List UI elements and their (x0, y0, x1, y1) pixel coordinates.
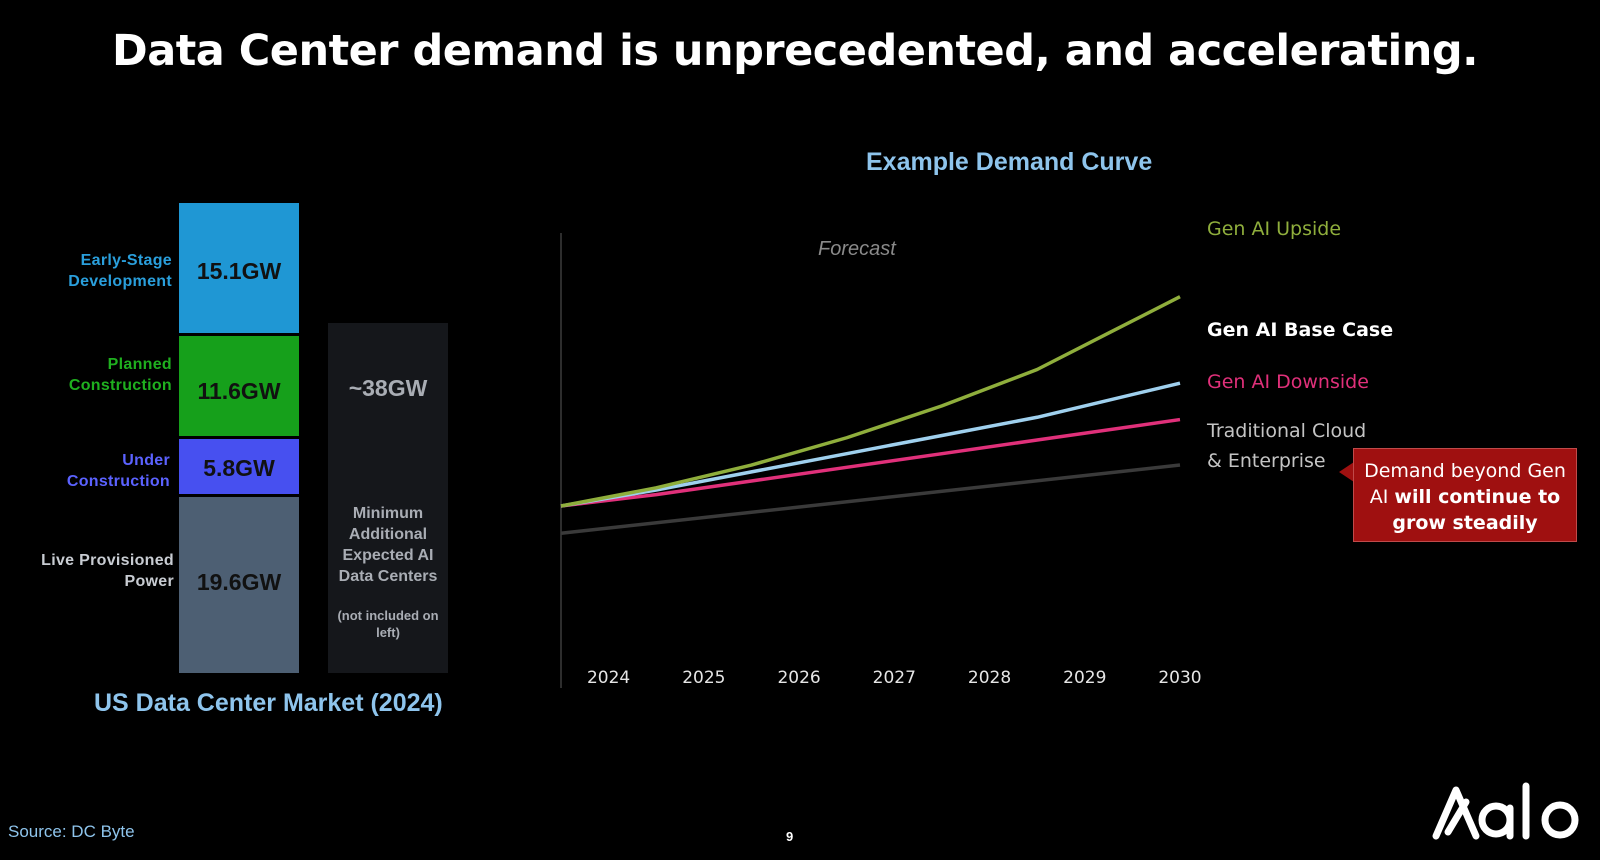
legend-gen-ai-upside: Gen AI Upside (1207, 218, 1341, 240)
additional-ai-box: ~38GW Minimum Additional Expected AI Dat… (328, 323, 448, 673)
segment-value-live: 19.6GW (196, 569, 282, 595)
additional-ai-description: Minimum Additional Expected AI Data Cent… (338, 505, 438, 585)
additional-ai-note: (not included on left) (337, 608, 439, 640)
segment-value-planned: 11.6GW (197, 378, 281, 404)
segment-label-early-stage: Early-Stage Development (68, 252, 172, 290)
bar-segment-early-stage: 15.1GW (179, 203, 299, 333)
slide-title: Data Center demand is unprecedented, and… (112, 26, 1479, 76)
segment-label-live: Live Provisioned Power (41, 552, 174, 590)
x-tick-label-2027: 2027 (873, 668, 916, 688)
x-tick-label-2030: 2030 (1158, 668, 1201, 688)
callout-text: Demand beyond Gen AI (1364, 460, 1566, 508)
segment-value-under-construction: 5.8GW (203, 455, 275, 481)
legend-label-base: Gen AI Base Case (1207, 319, 1394, 341)
x-tick-label-2028: 2028 (968, 668, 1011, 688)
legend-label-downside: Gen AI Downside (1207, 371, 1369, 393)
x-tick-label-2026: 2026 (777, 668, 820, 688)
series-line-gen-ai-base-case (560, 381, 1181, 508)
legend-label-traditional-1: Traditional Cloud (1207, 420, 1367, 442)
series-line-gen-ai-downside (560, 417, 1181, 508)
segment-label-under-construction: Under Construction (66, 452, 170, 490)
page-number: 9 (786, 829, 794, 844)
callout-emphasis: will continue to grow steadily (1392, 486, 1561, 534)
bar-segment-planned: 11.6GW (179, 336, 299, 436)
callout-box: Demand beyond Gen AI will continue to gr… (1353, 448, 1577, 542)
segment-label-planned: Planned Construction (68, 356, 172, 394)
legend-gen-ai-downside: Gen AI Downside (1207, 371, 1369, 393)
aalo-logo-icon (1432, 782, 1579, 840)
legend-gen-ai-base-case: Gen AI Base Case (1207, 319, 1393, 341)
series-line-traditional-cloud (560, 463, 1181, 536)
x-tick-label-2024: 2024 (587, 668, 630, 688)
x-tick-label-2029: 2029 (1063, 668, 1106, 688)
legend-label-upside: Gen AI Upside (1207, 218, 1342, 240)
market-title: US Data Center Market (2024) (94, 689, 443, 717)
series-line-gen-ai-upside (560, 295, 1181, 508)
legend-label-traditional-2: & Enterprise (1207, 450, 1326, 472)
legend-traditional: Traditional Cloud & Enterprise (1207, 416, 1366, 476)
chart-title: Example Demand Curve (866, 148, 1153, 176)
callout-pointer (1339, 462, 1354, 482)
segment-value-early-stage: 15.1GW (196, 258, 282, 284)
bar-segment-live: 19.6GW (179, 497, 299, 673)
source-note: Source: DC Byte (8, 822, 135, 841)
x-tick-label-2025: 2025 (682, 668, 725, 688)
additional-ai-value: ~38GW (348, 375, 428, 401)
company-logo (1430, 780, 1590, 844)
bar-segment-under-construction: 5.8GW (179, 439, 299, 494)
forecast-label: Forecast (818, 238, 896, 260)
